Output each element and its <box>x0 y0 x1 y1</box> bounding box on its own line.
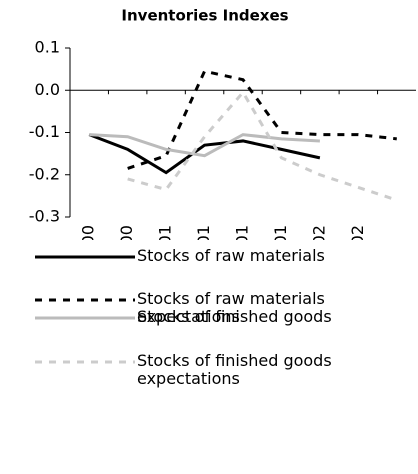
y-tick-label: -0.2 <box>29 164 60 183</box>
legend-swatch <box>35 360 135 364</box>
x-tick-label: Q1 01 <box>156 225 175 240</box>
legend-label: Stocks of finished goods <box>137 307 332 326</box>
legend-item: Stocks of finished goods expectations <box>35 352 412 388</box>
y-tick-label: 0.1 <box>35 38 60 57</box>
legend-item: Stocks of raw materials <box>35 247 412 267</box>
chart-title: Inventories Indexes <box>121 7 288 25</box>
series-line <box>127 69 397 170</box>
x-tick-label: Q3 00 <box>79 225 98 240</box>
x-tick-label: Q3 01 <box>233 225 252 240</box>
series-line <box>88 133 321 175</box>
chart: Inventories Indexes 0.1 0.0 -0.1 -0.2 -0.3 Q3… <box>29 7 416 273</box>
legend-swatch <box>35 316 135 320</box>
legend-label: Stocks of raw materials expectations <box>137 289 325 326</box>
legend-label: Stocks of raw materials <box>137 246 325 265</box>
x-tick-label: Q4 01 <box>271 225 290 240</box>
x-tick-label: Q3 02 <box>348 225 367 240</box>
legend-label: Stocks of finished goods expectations <box>137 351 332 388</box>
x-tick-label: Q2 02 <box>309 225 328 240</box>
legend-item: Stocks of finished goods <box>35 308 412 328</box>
legend-swatch <box>35 255 135 259</box>
legend-swatch <box>35 298 135 302</box>
x-tick-label: Q4 00 <box>117 225 136 240</box>
legend-item: Stocks of raw materials expectations <box>35 290 412 326</box>
series-line <box>89 133 320 158</box>
y-tick-label: 0.0 <box>35 80 60 99</box>
x-tick-label: Q2 01 <box>194 225 213 240</box>
y-tick-label: -0.1 <box>29 122 60 141</box>
y-tick-label: -0.3 <box>29 207 60 226</box>
series-line <box>127 89 398 202</box>
